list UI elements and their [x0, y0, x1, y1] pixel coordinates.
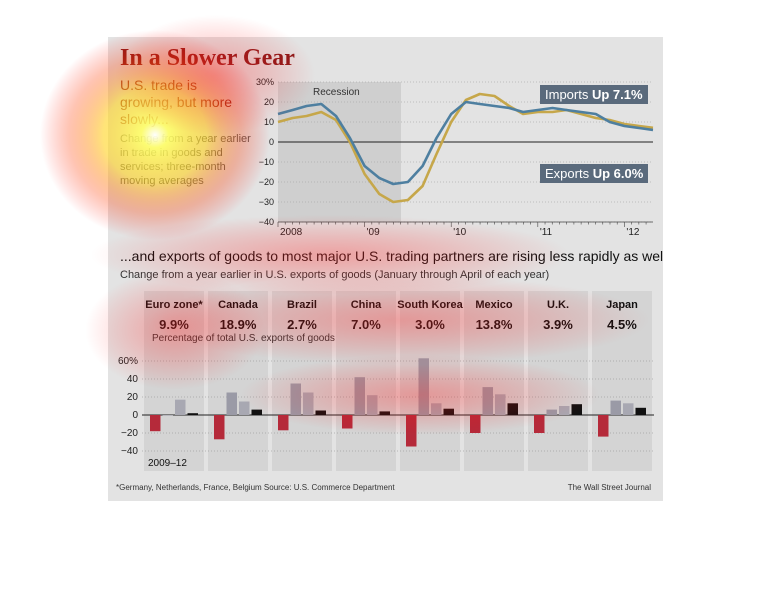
years-note: 2009–12	[148, 458, 187, 469]
y-tick-label: 60%	[118, 356, 138, 367]
share-note: Percentage of total U.S. exports of good…	[152, 333, 335, 344]
bar	[598, 415, 609, 437]
category-label: South Korea	[397, 299, 463, 311]
category-label: Japan	[606, 299, 638, 311]
bar	[342, 415, 353, 429]
footnote: *Germany, Netherlands, France, Belgium S…	[116, 483, 395, 492]
y-tick-label: 30%	[256, 77, 274, 87]
y-tick-label: 40	[127, 374, 139, 385]
bar	[495, 394, 506, 415]
bar	[546, 409, 557, 415]
bar	[507, 403, 518, 415]
bar	[187, 413, 198, 415]
bar	[150, 415, 161, 432]
imports-callout-value: Up 7.1%	[591, 87, 643, 102]
share-value: 9.9%	[159, 317, 189, 332]
bar	[303, 392, 314, 415]
y-tick-label: −40	[121, 446, 138, 457]
bar	[623, 403, 634, 415]
x-tick-label: '09	[367, 227, 380, 237]
bar	[470, 415, 481, 433]
share-value: 3.9%	[543, 317, 573, 332]
bar	[315, 410, 326, 415]
bar	[175, 399, 186, 415]
bar	[431, 403, 442, 415]
category-label: U.K.	[547, 299, 569, 311]
bottom-headline: ...and exports of goods to most major U.…	[120, 248, 663, 264]
bar	[571, 404, 582, 415]
y-tick-label: −40	[259, 217, 274, 227]
bar	[418, 358, 429, 415]
bar	[354, 377, 365, 415]
imports-callout-prefix: Imports	[545, 87, 592, 102]
recession-label: Recession	[313, 87, 360, 98]
credit: The Wall Street Journal	[567, 483, 651, 492]
bar	[635, 407, 646, 415]
category-label: Brazil	[287, 299, 317, 311]
y-tick-label: 20	[127, 392, 139, 403]
x-tick-label: 2008	[280, 227, 303, 237]
series-line-imports	[277, 92, 654, 204]
bar	[278, 415, 289, 431]
y-tick-label: 0	[269, 137, 274, 147]
category-label: Mexico	[475, 299, 513, 311]
category-label: Canada	[218, 299, 259, 311]
share-value: 13.8%	[476, 317, 513, 332]
chart-panel: In a Slower Gear U.S. trade is growing, …	[108, 37, 663, 501]
bar	[290, 383, 301, 415]
imports-callout: Imports Up 7.1%	[540, 85, 648, 104]
bar	[443, 408, 454, 415]
bar	[534, 415, 545, 433]
bar	[559, 406, 570, 415]
bar	[239, 401, 250, 415]
y-tick-label: 20	[264, 97, 274, 107]
x-tick-label: '10	[453, 227, 466, 237]
share-value: 18.9%	[220, 317, 257, 332]
bar	[214, 415, 225, 440]
bar	[482, 387, 493, 415]
exports-callout-prefix: Exports	[545, 166, 593, 181]
category-label: Euro zone*	[145, 299, 203, 311]
recession-shade	[278, 82, 401, 222]
bar	[367, 395, 378, 415]
trade-line-chart: 30% 20 10 0 −10 −20 −30 −40 2008 '09 '10 '11 '12	[256, 77, 654, 237]
x-tick-label: '12	[626, 227, 639, 237]
bar	[251, 409, 262, 415]
bar	[610, 400, 621, 415]
y-tick-label: −20	[121, 428, 138, 439]
share-value: 3.0%	[415, 317, 445, 332]
bar	[379, 411, 390, 415]
y-tick-label: −10	[259, 157, 274, 167]
share-value: 4.5%	[607, 317, 637, 332]
category-label: China	[351, 299, 382, 311]
exports-callout: Exports Up 6.0%	[540, 164, 649, 183]
bottom-subtitle: Change from a year earlier in U.S. expor…	[120, 269, 550, 281]
exports-bar-chart: 60% 40 20 0 −20 −40 Euro zone* 9.9% Canada 18.9% B…	[118, 291, 654, 471]
bar	[226, 392, 237, 415]
y-tick-label: 10	[264, 117, 274, 127]
bar	[406, 415, 417, 447]
share-value: 7.0%	[351, 317, 381, 332]
bar	[162, 415, 173, 416]
y-tick-label: −20	[259, 177, 274, 187]
series-line-exports	[277, 100, 654, 186]
x-tick-label: '11	[540, 227, 553, 237]
share-value: 2.7%	[287, 317, 317, 332]
y-tick-label: 0	[132, 410, 138, 421]
exports-callout-value: Up 6.0%	[592, 166, 644, 181]
y-tick-label: −30	[259, 197, 274, 207]
